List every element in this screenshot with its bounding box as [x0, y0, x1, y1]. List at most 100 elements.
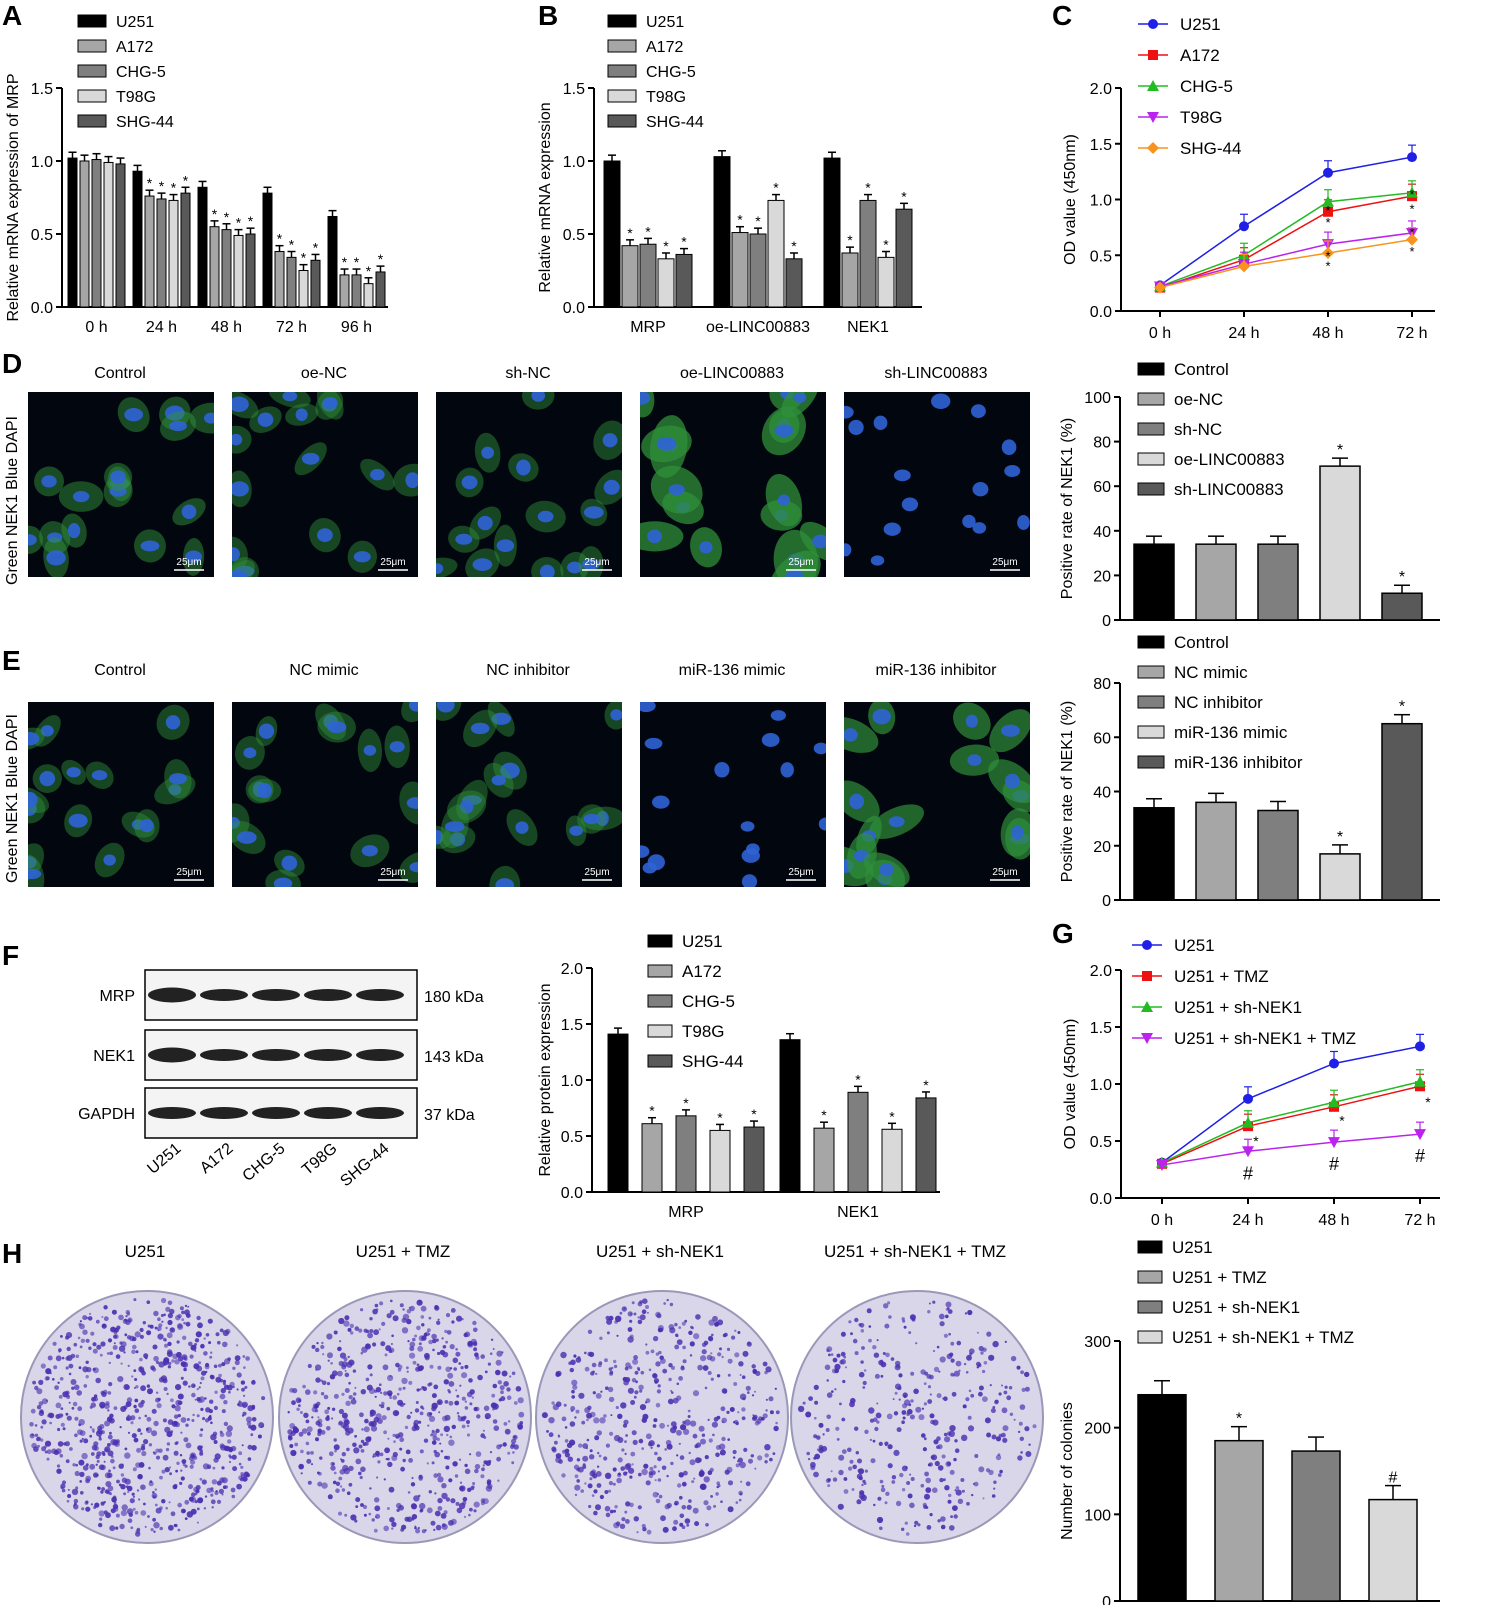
colony: [604, 1490, 609, 1494]
cell-nucleus: [72, 491, 90, 503]
colony: [574, 1493, 578, 1497]
colony: [1032, 1424, 1037, 1429]
colony: [103, 1316, 109, 1322]
colony: [463, 1332, 468, 1338]
colony: [72, 1401, 78, 1407]
colony: [457, 1416, 463, 1422]
colony: [372, 1342, 377, 1347]
colony: [399, 1437, 405, 1443]
colony: [169, 1466, 171, 1469]
cell-nucleus: [844, 405, 854, 419]
y-tick-label: 0.0: [561, 1185, 583, 1202]
dish-label-u251-sh-nek1: U251 + sh-NEK1: [595, 1242, 725, 1261]
colony: [37, 1444, 40, 1448]
colony: [499, 1385, 505, 1391]
colony: [64, 1441, 70, 1447]
colony: [341, 1412, 348, 1419]
colony: [210, 1434, 217, 1441]
colony: [933, 1366, 940, 1372]
colony: [642, 1298, 648, 1304]
colony: [746, 1341, 752, 1347]
colony: [159, 1526, 163, 1531]
colony: [734, 1419, 739, 1425]
colony: [419, 1388, 422, 1391]
legend-label-u251: U251: [1174, 936, 1215, 955]
colony: [908, 1403, 912, 1407]
colony: [605, 1512, 611, 1518]
cell-nucleus: [491, 712, 512, 725]
colony: [729, 1407, 735, 1412]
colony: [214, 1390, 218, 1394]
colony: [152, 1344, 158, 1350]
colony: [80, 1338, 86, 1343]
colony: [186, 1418, 190, 1421]
colony: [93, 1396, 99, 1402]
colony: [431, 1440, 437, 1445]
colony: [56, 1464, 61, 1468]
colony: [399, 1303, 404, 1308]
colony: [603, 1456, 608, 1461]
colony: [831, 1368, 837, 1374]
colony: [317, 1432, 322, 1437]
blot-band: [148, 1107, 196, 1119]
colony: [344, 1315, 350, 1321]
colony: [327, 1406, 331, 1410]
colony: [141, 1450, 147, 1457]
significance-star: *: [791, 238, 797, 254]
colony: [104, 1403, 110, 1410]
colony: [205, 1333, 210, 1337]
colony: [406, 1318, 412, 1325]
colony: [679, 1455, 685, 1460]
colony: [950, 1372, 955, 1377]
colony: [89, 1312, 91, 1315]
colony: [291, 1400, 296, 1406]
colony: [193, 1384, 196, 1388]
bar-t98g-24-h: [168, 199, 179, 308]
cell-nucleus: [610, 709, 622, 721]
colony: [354, 1386, 357, 1389]
colony: [638, 1438, 644, 1444]
colony: [690, 1325, 694, 1329]
colony: [368, 1512, 372, 1516]
cell-nucleus: [322, 397, 338, 409]
colony: [125, 1485, 129, 1489]
colony: [668, 1324, 675, 1330]
data-point-u251-sh-nek1-tmz: [1414, 1129, 1426, 1141]
bar-shg-44-oe-linc00883: [785, 258, 803, 308]
colony: [196, 1387, 199, 1391]
y-tick-label: 0.5: [561, 1129, 583, 1146]
significance-star: *: [1325, 215, 1330, 230]
colony: [59, 1377, 64, 1381]
colony: [649, 1466, 654, 1471]
colony: [111, 1455, 114, 1458]
colony: [574, 1484, 581, 1491]
colony: [923, 1402, 927, 1406]
colony: [140, 1432, 143, 1435]
colony: [137, 1428, 142, 1433]
colony: [381, 1415, 387, 1421]
colony: [210, 1499, 216, 1505]
colony: [214, 1490, 219, 1496]
colony: [190, 1344, 197, 1351]
colony: [967, 1309, 973, 1316]
colony: [112, 1466, 116, 1470]
colony: [437, 1497, 443, 1504]
colony: [716, 1374, 721, 1378]
legend-swatch-a172: [77, 39, 107, 53]
colony: [861, 1483, 864, 1487]
colony: [45, 1376, 50, 1381]
colony: [73, 1384, 80, 1391]
colony: [343, 1467, 350, 1475]
significance-star: *: [301, 250, 307, 266]
micrograph-oe-linc00883: 25μm: [640, 392, 826, 577]
colony: [101, 1502, 104, 1505]
colony: [367, 1332, 373, 1339]
cell-nucleus: [370, 468, 385, 481]
colony: [79, 1430, 86, 1436]
colony: [114, 1334, 119, 1339]
colony: [690, 1420, 697, 1427]
colony: [1024, 1386, 1030, 1392]
colony: [467, 1487, 472, 1492]
colony: [967, 1415, 972, 1420]
y-tick-label: 0.0: [31, 300, 53, 317]
